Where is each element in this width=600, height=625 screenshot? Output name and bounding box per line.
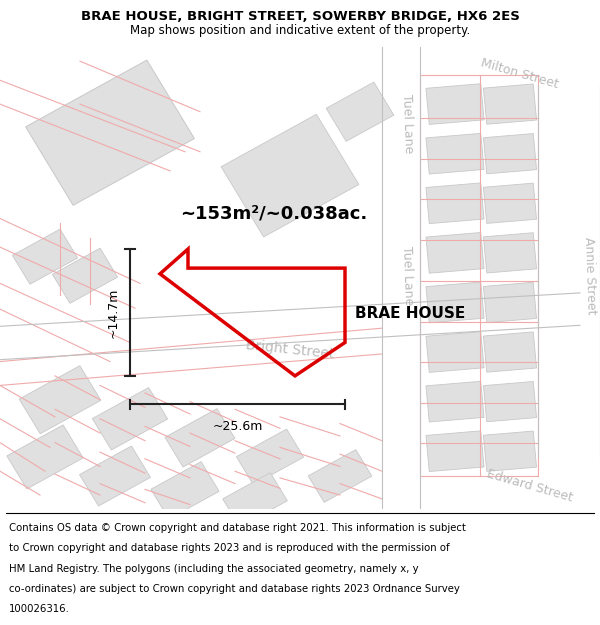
Polygon shape xyxy=(92,388,167,450)
Polygon shape xyxy=(19,366,101,434)
Polygon shape xyxy=(80,446,151,506)
Polygon shape xyxy=(426,332,484,372)
Polygon shape xyxy=(484,232,536,273)
Polygon shape xyxy=(7,425,83,489)
Polygon shape xyxy=(426,381,484,422)
Polygon shape xyxy=(426,84,484,124)
Text: Tuel Lane: Tuel Lane xyxy=(400,246,415,306)
Text: BRAE HOUSE: BRAE HOUSE xyxy=(355,306,465,321)
Polygon shape xyxy=(538,85,600,457)
Text: Edward Street: Edward Street xyxy=(485,467,575,504)
Polygon shape xyxy=(151,462,219,519)
Polygon shape xyxy=(484,183,536,223)
Text: co-ordinates) are subject to Crown copyright and database rights 2023 Ordnance S: co-ordinates) are subject to Crown copyr… xyxy=(9,584,460,594)
Polygon shape xyxy=(382,47,600,114)
Polygon shape xyxy=(382,476,600,514)
Polygon shape xyxy=(426,282,484,322)
Polygon shape xyxy=(223,472,287,527)
Polygon shape xyxy=(484,282,536,322)
Polygon shape xyxy=(484,134,536,174)
Polygon shape xyxy=(426,183,484,224)
Text: ~153m²/~0.038ac.: ~153m²/~0.038ac. xyxy=(180,205,367,222)
Text: 100026316.: 100026316. xyxy=(9,604,70,614)
Polygon shape xyxy=(326,82,394,141)
Polygon shape xyxy=(26,60,194,205)
Polygon shape xyxy=(221,114,359,237)
Text: BRAE HOUSE, BRIGHT STREET, SOWERBY BRIDGE, HX6 2ES: BRAE HOUSE, BRIGHT STREET, SOWERBY BRIDG… xyxy=(80,10,520,23)
Text: Contains OS data © Crown copyright and database right 2021. This information is : Contains OS data © Crown copyright and d… xyxy=(9,523,466,533)
Polygon shape xyxy=(484,381,536,422)
Polygon shape xyxy=(382,47,420,514)
Polygon shape xyxy=(426,133,484,174)
Polygon shape xyxy=(52,248,118,303)
Polygon shape xyxy=(236,429,304,485)
Text: Map shows position and indicative extent of the property.: Map shows position and indicative extent… xyxy=(130,24,470,36)
Text: Tuel Lane: Tuel Lane xyxy=(400,93,415,153)
Polygon shape xyxy=(13,229,77,284)
Polygon shape xyxy=(484,332,536,372)
Text: HM Land Registry. The polygons (including the associated geometry, namely x, y: HM Land Registry. The polygons (includin… xyxy=(9,564,419,574)
Polygon shape xyxy=(426,232,484,273)
Polygon shape xyxy=(484,431,536,471)
Polygon shape xyxy=(308,449,372,503)
Text: ~25.6m: ~25.6m xyxy=(212,420,263,432)
Polygon shape xyxy=(426,431,484,471)
Text: Annie Street: Annie Street xyxy=(582,237,598,315)
Text: ~14.7m: ~14.7m xyxy=(107,288,120,338)
Text: Milton Street: Milton Street xyxy=(479,56,560,91)
Text: to Crown copyright and database rights 2023 and is reproduced with the permissio: to Crown copyright and database rights 2… xyxy=(9,544,449,554)
Polygon shape xyxy=(0,295,580,362)
Polygon shape xyxy=(484,84,536,124)
Text: Bright Street: Bright Street xyxy=(245,339,335,362)
Polygon shape xyxy=(165,409,235,467)
